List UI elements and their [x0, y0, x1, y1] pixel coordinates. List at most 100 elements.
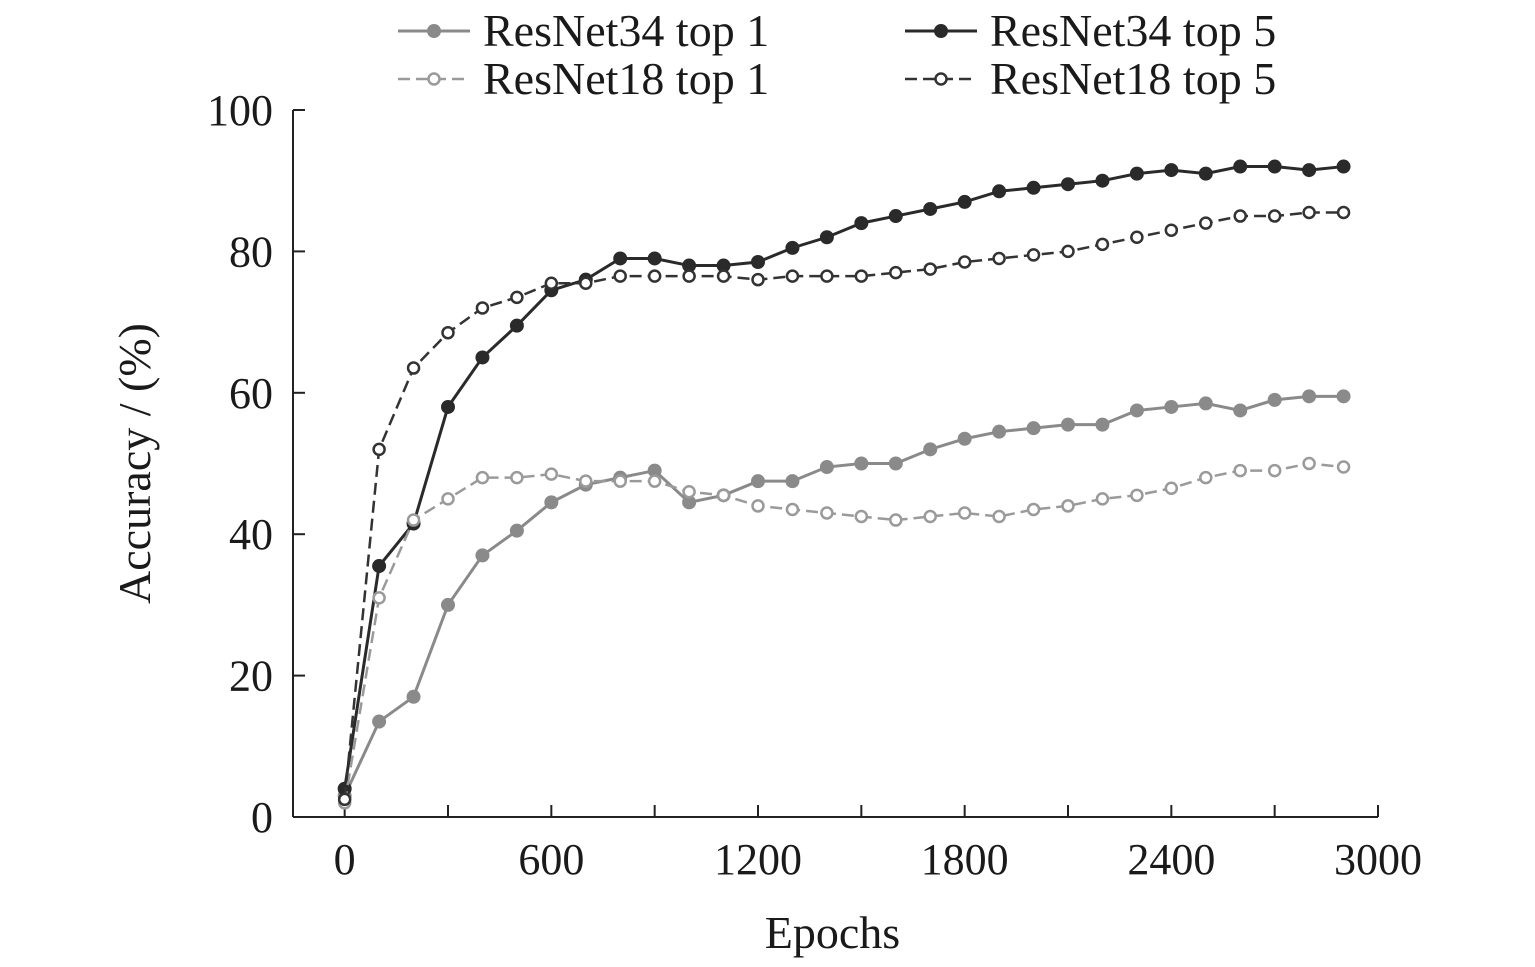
data-point: [992, 424, 1007, 439]
data-point: [1267, 209, 1282, 223]
data-point: [406, 513, 421, 527]
data-point: [1026, 421, 1041, 436]
legend-label: ResNet34 top 1: [483, 5, 769, 56]
data-point: [372, 559, 387, 574]
data-point: [1095, 237, 1110, 252]
data-point: [992, 184, 1007, 199]
data-point: [957, 506, 972, 520]
data-point: [1302, 205, 1316, 220]
data-point: [1130, 230, 1144, 245]
data-point: [406, 361, 421, 375]
data-point: [751, 474, 765, 489]
data-point: [510, 470, 524, 485]
series-line: [343, 394, 1344, 797]
data-point: [509, 523, 524, 538]
x-tick-label: 0: [334, 835, 356, 884]
data-point: [957, 431, 972, 446]
data-point: [613, 474, 627, 488]
data-point: [785, 502, 800, 517]
data-point: [785, 269, 800, 283]
legend-item-2: ResNet34 top 5: [905, 5, 1276, 56]
data-point: [854, 509, 869, 524]
data-point: [923, 262, 937, 276]
data-point: [819, 230, 834, 245]
series-2: [337, 159, 1351, 796]
data-point: [1267, 392, 1282, 407]
data-point: [820, 269, 834, 283]
data-point: [1336, 389, 1351, 404]
data-point: [1199, 216, 1213, 230]
data-point: [1302, 163, 1317, 178]
data-point: [716, 488, 731, 503]
data-point: [510, 290, 524, 305]
data-point: [751, 272, 765, 287]
legend-swatch-marker: [427, 72, 441, 86]
data-point: [579, 276, 593, 290]
series-layer: [337, 159, 1351, 810]
data-point: [1164, 399, 1179, 414]
data-point: [372, 714, 387, 729]
data-point: [992, 251, 1006, 266]
y-tick-label: 40: [229, 510, 273, 559]
data-point: [509, 318, 524, 333]
y-tick-label: 80: [229, 227, 273, 276]
x-axis-title: Epochs: [765, 907, 900, 958]
data-point: [1164, 481, 1179, 495]
data-point: [854, 456, 869, 471]
data-point: [1336, 159, 1351, 174]
data-point: [1095, 173, 1110, 188]
data-point: [1130, 488, 1144, 503]
data-point: [1026, 180, 1041, 195]
y-tick-label: 100: [207, 86, 273, 135]
data-point: [1267, 463, 1282, 478]
data-point: [992, 509, 1006, 524]
data-point: [441, 597, 455, 612]
data-point: [441, 325, 455, 340]
legend-item-3: ResNet18 top 1: [398, 53, 769, 104]
data-point: [613, 251, 628, 266]
y-tick-label: 20: [229, 652, 273, 701]
data-point: [1095, 492, 1110, 506]
data-point: [785, 474, 800, 489]
data-point: [1336, 460, 1351, 474]
data-point: [854, 216, 869, 231]
data-point: [647, 474, 662, 488]
data-point: [1233, 403, 1248, 418]
x-tick-label: 1800: [921, 835, 1009, 884]
legend-label: ResNet18 top 1: [483, 53, 769, 104]
data-point: [544, 467, 559, 481]
data-point: [337, 792, 352, 807]
x-tick-label: 2400: [1127, 835, 1215, 884]
data-point: [682, 485, 696, 499]
data-point: [647, 269, 662, 283]
data-point: [1233, 463, 1247, 478]
data-point: [957, 194, 972, 209]
legend-label: ResNet34 top 5: [990, 5, 1276, 56]
data-point: [406, 689, 421, 704]
data-point: [647, 251, 662, 266]
legend-item-1: ResNet34 top 1: [398, 5, 769, 56]
data-point: [1061, 244, 1075, 259]
data-point: [1199, 470, 1213, 485]
data-point: [1302, 456, 1316, 471]
legend-swatch-marker: [427, 24, 441, 38]
data-point: [923, 509, 937, 524]
legend-swatch-marker: [934, 72, 948, 86]
legend-item-4: ResNet18 top 5: [905, 53, 1276, 104]
data-point: [1233, 209, 1247, 223]
legend-swatch-marker: [934, 24, 948, 38]
data-point: [372, 442, 386, 457]
y-tick-label: 0: [251, 793, 273, 842]
data-point: [1198, 166, 1213, 181]
series-1: [337, 389, 1351, 803]
data-point: [785, 240, 800, 255]
data-point: [441, 492, 455, 506]
x-tick-label: 1200: [714, 835, 802, 884]
data-point: [1164, 223, 1179, 237]
data-point: [544, 495, 559, 510]
data-point: [1026, 248, 1041, 262]
data-point: [889, 265, 903, 280]
data-point: [889, 513, 903, 527]
